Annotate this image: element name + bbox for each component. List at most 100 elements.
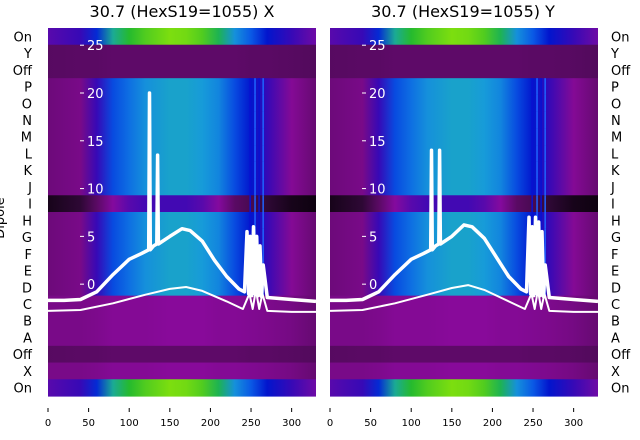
heatmap-row [330,44,598,63]
row-label: M [611,131,622,146]
row-label: F [25,248,32,263]
heatmap-streak [536,111,538,129]
heatmap-row [330,195,598,213]
row-label: D [611,281,621,296]
heatmap-row [330,362,598,380]
heatmap-streak [258,111,260,129]
row-label: K [23,164,32,179]
heatmap-streak [544,78,546,96]
heatmap-streak [254,145,256,163]
heatmap-streak [536,94,538,113]
heatmap-streak [249,94,251,113]
heatmap-streak [254,195,256,213]
heatmap-streak [254,178,256,196]
heatmap-row [48,111,316,129]
heatmap-row [48,145,316,163]
heatmap-row [330,262,598,280]
heatmap-streak [262,195,264,213]
heatmap-streak [540,111,542,129]
heatmap-row [330,145,598,163]
heatmap-streak [544,178,546,196]
heatmap-row [330,329,598,347]
row-label: Off [611,64,631,79]
inner-y-tick-label: 5 [87,230,95,245]
heatmap-streak [262,78,264,96]
heatmap-streak [254,94,256,113]
x-tick-label: 300 [564,418,583,429]
heatmap-row [48,362,316,380]
heatmap-streak [258,228,260,247]
heatmap-row [48,94,316,113]
heatmap-streak [536,78,538,96]
row-label: O [611,97,621,112]
row-label: Off [611,348,631,363]
inner-y-tick-label: 15 [87,135,104,150]
y-axis-label: Dipole [0,197,8,238]
row-label: O [22,97,32,112]
heatmap-streak [249,128,251,146]
x-tick-label: 100 [402,418,421,429]
heatmap-streak [544,94,546,113]
row-label: Y [610,47,619,62]
heatmap-streak [258,145,260,163]
heatmap-streak [249,195,251,213]
heatmap-streak [540,212,542,230]
heatmap-streak [544,195,546,213]
heatmap-streak [262,212,264,230]
heatmap-streak [262,161,264,180]
heatmap-streak [531,94,533,113]
heatmap-streak [531,195,533,213]
row-label: J [610,181,615,196]
heatmap-streak [254,128,256,146]
panel-title-x: 30.7 (HexS19=1055) X [90,2,275,21]
heatmap-row [48,61,316,79]
inner-y-tick-label: 20 [369,87,386,102]
row-label: X [23,365,32,380]
heatmap-streak [531,161,533,180]
heatmap-row [330,178,598,196]
row-label: On [611,382,629,397]
inner-y-tick-label: 0 [369,278,377,293]
inner-y-tick-label: 10 [87,183,104,198]
heatmap-streak [536,145,538,163]
heatmap-row [48,178,316,196]
heatmap-row [330,111,598,129]
heatmap-streak [544,245,546,263]
x-tick-label: 100 [120,418,139,429]
heatmap-row [330,78,598,96]
row-label: E [24,265,32,280]
x-tick-label: 0 [327,418,333,429]
heatmap-row [330,295,598,313]
heatmap-row [330,312,598,330]
heatmap-streak [262,111,264,129]
heatmap-row [48,44,316,63]
inner-y-tick-label: 25 [87,39,104,54]
row-label: On [611,30,629,45]
heatmap-row [330,245,598,263]
heatmap-streak [531,212,533,230]
row-label: N [22,114,32,129]
heatmap-streak [262,128,264,146]
heatmap-streak [249,111,251,129]
row-label: A [611,332,620,347]
inner-y-tick-label: 0 [87,278,95,293]
heatmap-streak [254,161,256,180]
heatmap-streak [540,178,542,196]
heatmap-row [48,295,316,313]
x-tick-label: 50 [82,418,95,429]
row-label: A [23,332,32,347]
row-label: N [611,114,621,129]
heatmap-streak [254,212,256,230]
heatmap-row [48,128,316,146]
row-label: On [14,382,32,397]
heatmap-row [330,161,598,180]
row-label: L [25,148,33,163]
series-line-thick [48,91,317,304]
row-label: J [27,181,32,196]
heatmap-row [48,212,316,230]
heatmap-row [330,379,598,397]
heatmap-streak [262,94,264,113]
